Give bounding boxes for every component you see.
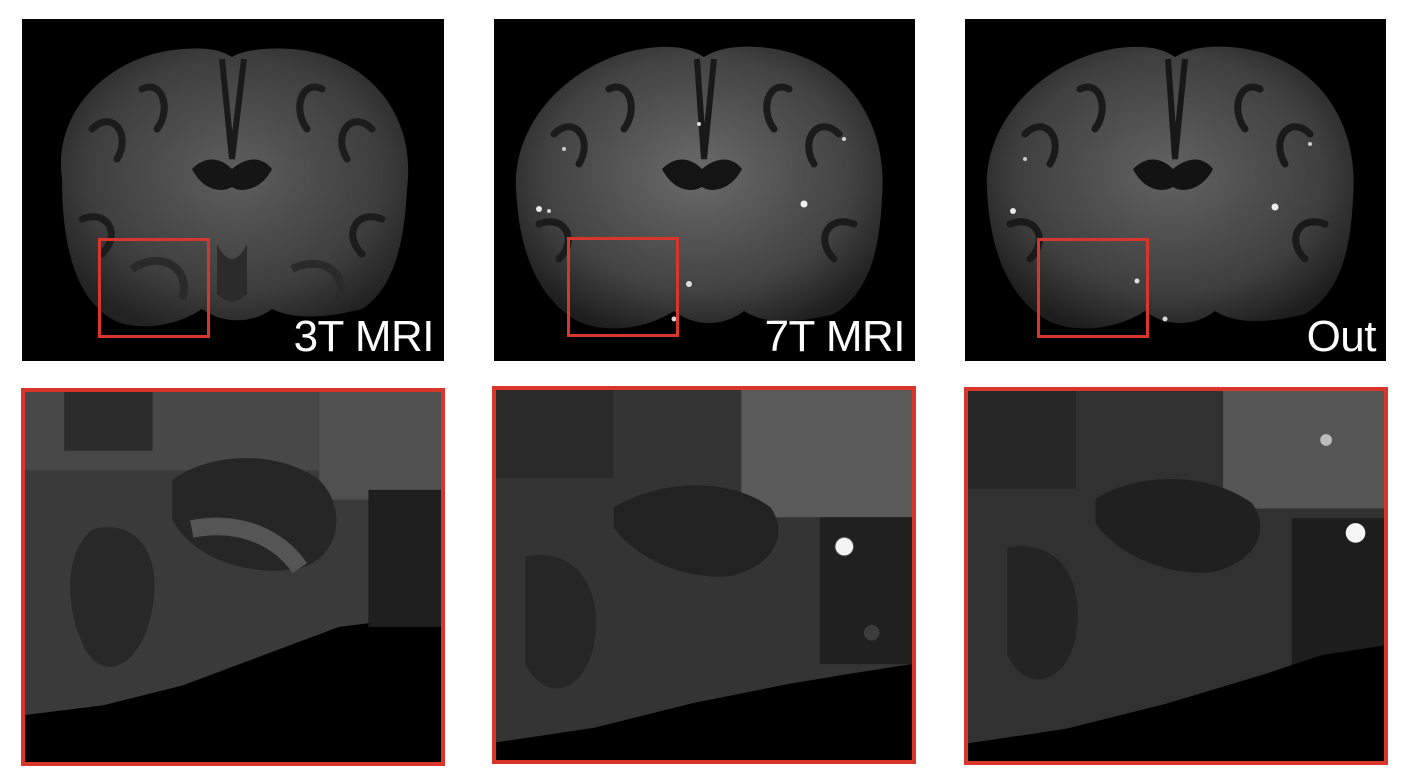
zoom-crop-7t-mri xyxy=(492,386,916,764)
panel-label: 3T MRI xyxy=(293,312,435,361)
zoom-image-3t xyxy=(25,392,441,762)
zoom-image-out xyxy=(968,391,1384,761)
brain-slice-3t-image xyxy=(60,48,409,327)
panel-7t-mri: 7T MRI xyxy=(494,19,915,361)
zoom-crop-3t-mri xyxy=(21,388,445,766)
panel-out: Out xyxy=(965,19,1386,361)
brain-slice-7t-image xyxy=(515,46,883,329)
panel-3t-mri: 3T MRI xyxy=(22,19,444,361)
roi-box xyxy=(567,237,679,337)
zoom-image-7t xyxy=(496,390,912,760)
panel-label: 7T MRI xyxy=(764,312,906,361)
panel-label: Out xyxy=(1306,312,1377,361)
roi-box xyxy=(98,238,210,338)
roi-box xyxy=(1037,238,1149,338)
zoom-crop-out xyxy=(964,387,1388,765)
brain-slice-out-image xyxy=(986,46,1354,329)
